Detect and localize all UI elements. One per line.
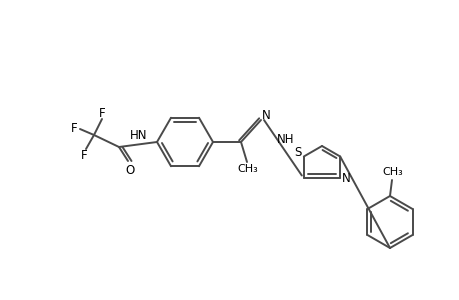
Text: S: S: [293, 146, 301, 159]
Text: CH₃: CH₃: [382, 167, 403, 177]
Text: N: N: [341, 172, 350, 185]
Text: F: F: [80, 148, 87, 161]
Text: HN: HN: [130, 129, 147, 142]
Text: F: F: [71, 122, 77, 134]
Text: F: F: [99, 106, 105, 119]
Text: CH₃: CH₃: [237, 164, 258, 174]
Text: N: N: [261, 109, 270, 122]
Text: O: O: [125, 164, 134, 176]
Text: NH: NH: [276, 133, 293, 146]
